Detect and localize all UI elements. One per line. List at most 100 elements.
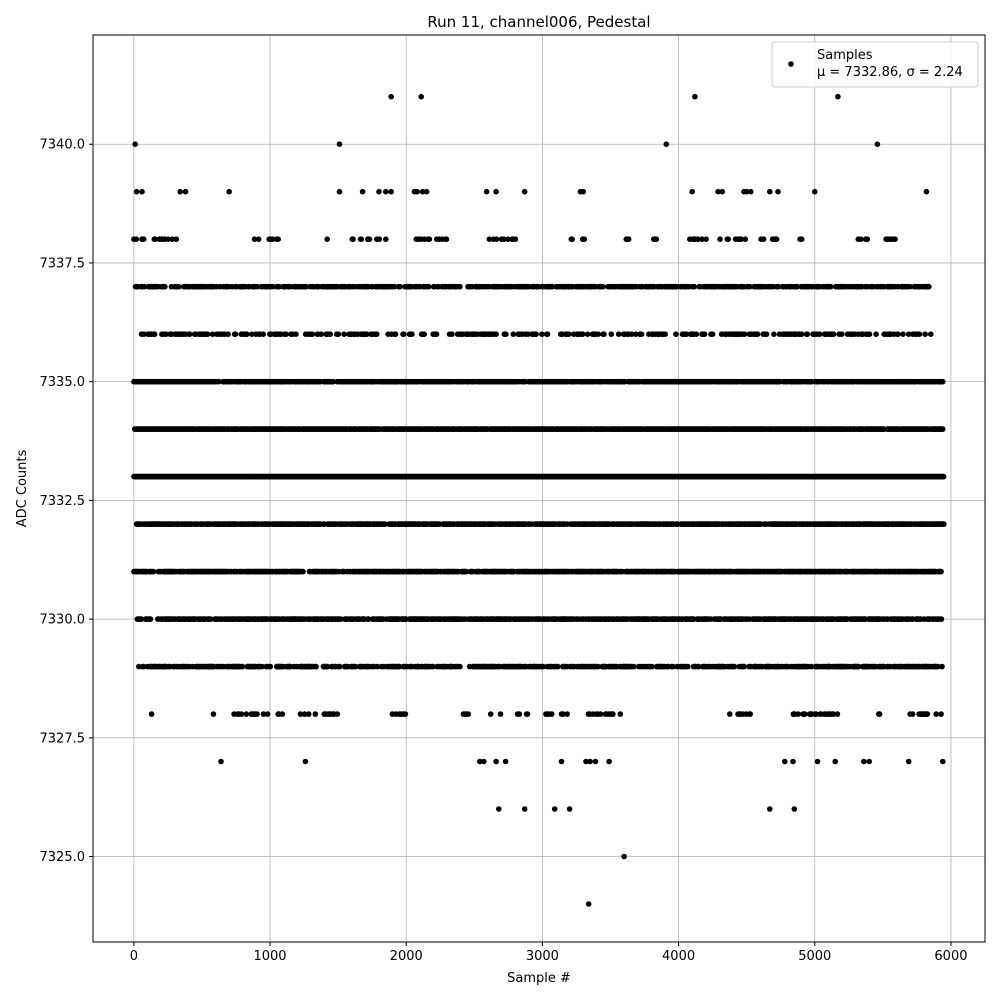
data-point <box>350 236 356 242</box>
data-point <box>151 331 158 338</box>
data-point <box>397 283 404 290</box>
data-point <box>341 331 347 338</box>
data-point <box>709 331 716 338</box>
data-point <box>525 331 531 338</box>
data-point <box>209 331 216 338</box>
data-point <box>569 236 575 242</box>
data-point <box>601 331 607 338</box>
data-point <box>794 283 801 290</box>
data-point <box>771 331 777 338</box>
data-point <box>493 331 499 338</box>
data-point <box>830 331 837 338</box>
data-point <box>892 236 898 242</box>
data-point <box>140 236 147 242</box>
data-point <box>683 331 690 338</box>
data-point <box>300 568 306 575</box>
data-point <box>581 236 588 242</box>
data-point <box>864 236 871 242</box>
data-point <box>760 236 767 242</box>
data-point <box>828 283 834 290</box>
data-point <box>940 473 947 480</box>
data-point <box>133 236 140 242</box>
data-point <box>905 331 912 338</box>
data-point <box>254 283 260 290</box>
data-point <box>330 378 337 385</box>
data-point <box>409 331 415 338</box>
data-point <box>152 236 158 242</box>
data-point <box>695 236 701 242</box>
data-point <box>900 331 906 338</box>
data-point <box>376 236 383 242</box>
data-point <box>366 236 373 242</box>
data-point <box>873 331 879 338</box>
data-point <box>866 331 873 338</box>
data-point <box>186 331 193 338</box>
data-point <box>600 283 606 290</box>
data-point <box>926 283 932 290</box>
data-point <box>838 331 845 338</box>
data-point <box>916 331 923 338</box>
data-point <box>270 283 276 290</box>
data-point <box>260 331 267 338</box>
data-point <box>816 331 823 338</box>
data-point <box>443 236 450 242</box>
data-point <box>505 236 511 242</box>
data-point <box>249 331 255 338</box>
data-point <box>255 236 262 242</box>
data-point <box>244 331 250 338</box>
data-point <box>662 331 668 338</box>
data-point <box>275 236 282 242</box>
data-point <box>303 283 310 290</box>
data-point <box>232 331 239 338</box>
data-point <box>165 236 171 242</box>
data-point <box>318 331 325 338</box>
data-point <box>421 331 428 338</box>
data-point <box>693 331 700 338</box>
data-point <box>907 283 913 290</box>
data-point <box>633 331 639 338</box>
data-point <box>773 236 780 242</box>
data-point <box>364 331 370 338</box>
data-point <box>701 331 708 338</box>
data-point <box>327 331 334 338</box>
data-point <box>798 331 805 338</box>
data-point <box>625 236 632 242</box>
data-point <box>169 236 176 242</box>
data-point <box>276 283 283 290</box>
data-point <box>539 331 545 338</box>
data-point <box>391 283 398 290</box>
data-point <box>742 236 749 242</box>
data-point <box>501 236 507 242</box>
data-point <box>309 331 316 338</box>
data-point <box>741 331 748 338</box>
data-point <box>717 236 723 242</box>
data-point <box>176 283 182 290</box>
data-point <box>358 236 365 242</box>
data-point <box>584 331 591 338</box>
data-point <box>493 236 500 242</box>
data-points <box>131 93 947 907</box>
data-point <box>928 331 934 338</box>
data-point <box>383 236 389 242</box>
data-point <box>392 331 399 338</box>
data-point <box>608 331 615 338</box>
data-point <box>512 236 519 242</box>
data-point <box>615 331 622 338</box>
data-point <box>738 236 744 242</box>
data-point <box>173 236 180 242</box>
data-point <box>225 331 231 338</box>
data-point <box>457 283 463 290</box>
data-point <box>486 236 493 242</box>
data-point <box>725 236 731 242</box>
data-point <box>533 331 539 338</box>
data-point <box>549 283 555 290</box>
data-point <box>775 283 782 290</box>
data-point <box>449 331 455 338</box>
data-point <box>754 331 761 338</box>
data-point <box>503 331 509 338</box>
data-point <box>798 236 805 242</box>
data-point <box>895 331 901 338</box>
data-point <box>940 378 946 385</box>
